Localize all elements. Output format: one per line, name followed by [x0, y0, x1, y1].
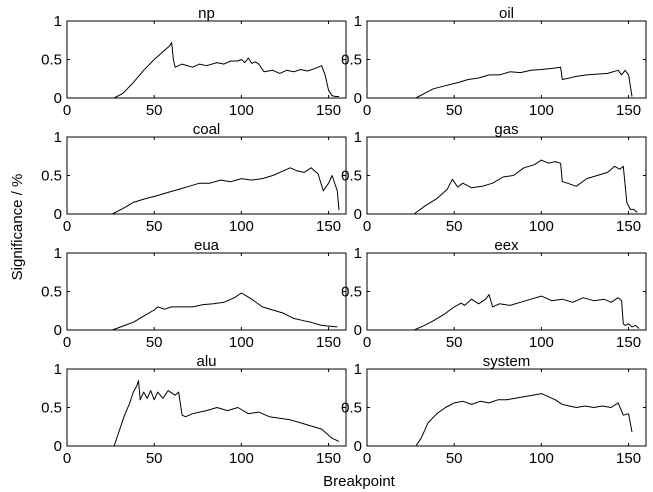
x-tick-label: 0 — [363, 102, 371, 119]
y-tick-label: 1 — [54, 245, 62, 262]
series-line-eua — [112, 292, 338, 331]
y-tick-label: 0 — [54, 90, 62, 107]
y-tick-label: 1 — [54, 129, 62, 146]
panel-title: system — [483, 353, 531, 370]
series-line-system — [415, 393, 633, 447]
axes-frame — [66, 20, 347, 99]
x-tick-label: 0 — [63, 450, 71, 467]
x-tick-label: 150 — [316, 450, 341, 467]
x-tick-label: 100 — [229, 218, 254, 235]
panel-title: np — [198, 5, 215, 22]
x-axis-label: Breakpoint — [323, 473, 396, 490]
x-tick-label: 50 — [446, 334, 463, 351]
x-tick-label: 150 — [616, 450, 641, 467]
panel-gas: 0 50 100 150 0 0.5 1 gas — [341, 121, 647, 235]
panel-title: coal — [193, 121, 221, 138]
y-tick-label: 1 — [354, 129, 362, 146]
x-tick-label: 150 — [616, 102, 641, 119]
panel-coal: 0 50 100 150 0 0.5 1 coal — [41, 121, 347, 235]
x-tick-label: 100 — [229, 102, 254, 119]
series-line-gas — [413, 159, 638, 215]
x-tick-label: 0 — [363, 450, 371, 467]
x-tick-label: 100 — [229, 450, 254, 467]
y-tick-label: 0 — [54, 206, 62, 223]
series-line-np — [113, 42, 339, 99]
panel-title: oil — [499, 5, 514, 22]
x-tick-label: 150 — [316, 218, 341, 235]
y-tick-label: 0.5 — [341, 400, 362, 417]
axes-frame — [66, 368, 347, 447]
panel-system: 0 50 100 150 0 0.5 1 system — [341, 353, 647, 467]
x-tick-label: 50 — [146, 218, 163, 235]
panel-alu: 0 50 100 150 0 0.5 1 alu — [41, 353, 347, 467]
x-tick-label: 0 — [363, 218, 371, 235]
y-tick-label: 1 — [354, 13, 362, 30]
x-tick-label: 100 — [229, 334, 254, 351]
y-tick-label: 1 — [354, 245, 362, 262]
y-tick-label: 1 — [354, 361, 362, 378]
y-tick-label: 0.5 — [341, 168, 362, 185]
x-tick-label: 150 — [616, 218, 641, 235]
x-tick-label: 100 — [529, 450, 554, 467]
y-tick-label: 0 — [354, 438, 362, 455]
axes-frame — [66, 136, 347, 215]
y-tick-label: 0 — [354, 322, 362, 339]
y-axis-label: Significance / % — [9, 174, 26, 281]
x-tick-label: 50 — [146, 334, 163, 351]
panel-eua: 0 50 100 150 0 0.5 1 eua — [41, 237, 347, 351]
panel-oil: 0 50 100 150 0 0.5 1 oil — [341, 5, 647, 119]
axes-frame — [366, 252, 647, 331]
x-tick-label: 50 — [446, 218, 463, 235]
panel-np: 0 50 100 150 0 0.5 1 np — [41, 5, 347, 119]
axes-frame — [366, 20, 647, 99]
y-tick-label: 0.5 — [41, 52, 62, 69]
x-tick-label: 150 — [316, 102, 341, 119]
x-tick-label: 150 — [616, 334, 641, 351]
x-tick-label: 100 — [529, 218, 554, 235]
y-tick-label: 0.5 — [41, 400, 62, 417]
y-tick-label: 1 — [54, 361, 62, 378]
axes-frame — [366, 136, 647, 215]
panel-title: eex — [494, 237, 519, 254]
x-tick-label: 50 — [446, 102, 463, 119]
y-tick-label: 1 — [54, 13, 62, 30]
y-tick-label: 0.5 — [341, 284, 362, 301]
y-tick-label: 0.5 — [41, 284, 62, 301]
axes-frame — [366, 368, 647, 447]
y-tick-label: 0 — [54, 322, 62, 339]
series-line-eex — [413, 294, 640, 331]
y-tick-label: 0 — [354, 206, 362, 223]
panel-eex: 0 50 100 150 0 0.5 1 eex — [341, 237, 647, 351]
x-tick-label: 0 — [63, 102, 71, 119]
x-tick-label: 0 — [63, 218, 71, 235]
panel-title: eua — [194, 237, 220, 254]
y-tick-label: 0 — [54, 438, 62, 455]
x-tick-label: 150 — [316, 334, 341, 351]
y-tick-label: 0 — [354, 90, 362, 107]
panel-title: gas — [494, 121, 518, 138]
y-tick-label: 0.5 — [341, 52, 362, 69]
x-tick-label: 0 — [63, 334, 71, 351]
x-tick-label: 50 — [446, 450, 463, 467]
x-tick-label: 50 — [146, 450, 163, 467]
y-tick-label: 0.5 — [41, 168, 62, 185]
x-tick-label: 100 — [529, 102, 554, 119]
series-line-oil — [415, 66, 633, 99]
x-tick-label: 0 — [363, 334, 371, 351]
x-tick-label: 100 — [529, 334, 554, 351]
x-tick-label: 50 — [146, 102, 163, 119]
series-line-alu — [113, 380, 340, 447]
panel-title: alu — [196, 353, 216, 370]
axes-frame — [66, 252, 347, 331]
series-line-coal — [112, 167, 340, 215]
